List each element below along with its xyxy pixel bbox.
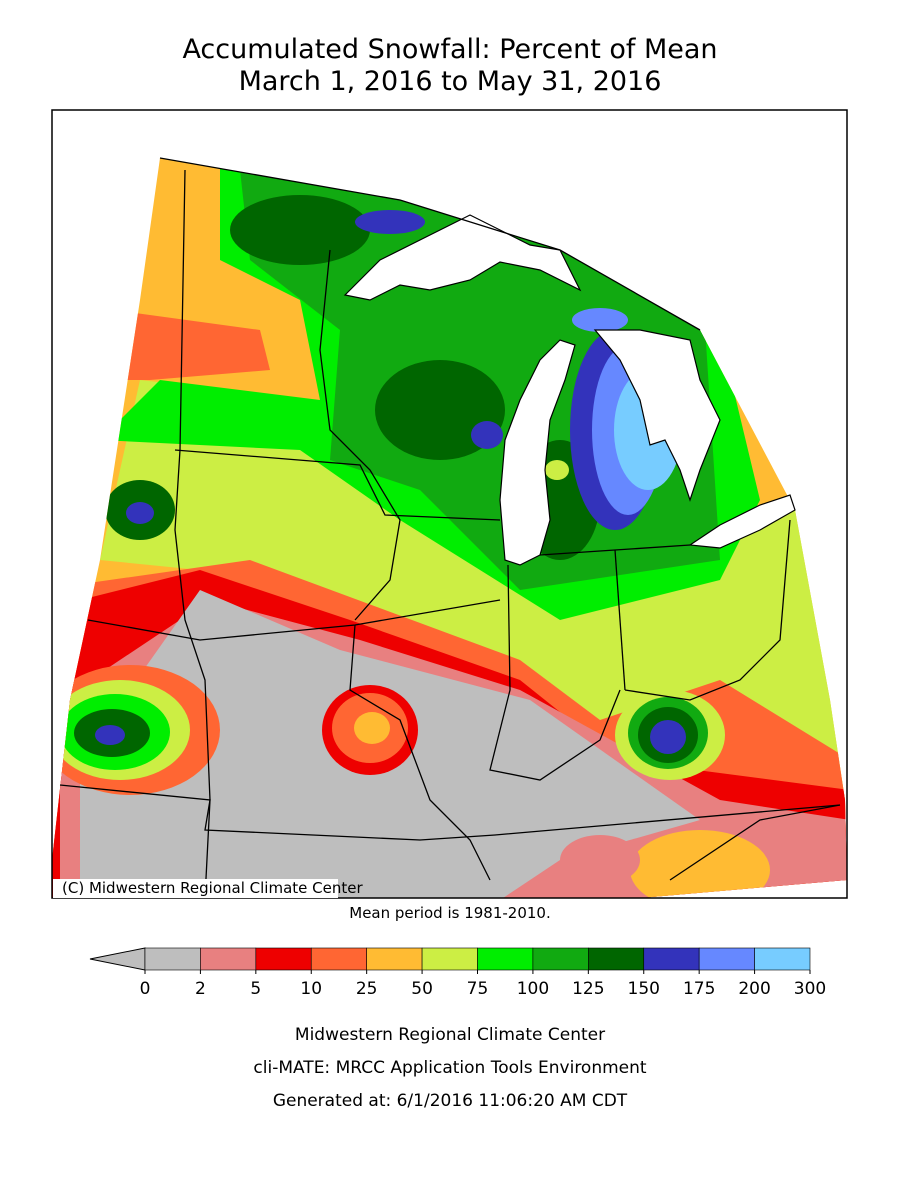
border	[539, 544, 691, 556]
legend-label: 5	[250, 979, 261, 999]
border	[669, 804, 841, 881]
legend-label: 0	[140, 979, 151, 999]
snow-zone	[471, 421, 503, 449]
title-line: Accumulated Snowfall: Percent of Mean	[182, 34, 717, 65]
legend: 0 2 5 10 25 50 75 100 125 150 175 200 300	[89, 947, 826, 999]
snow-zone	[354, 712, 390, 744]
footer-line: Midwestern Regional Climate Center	[295, 1025, 605, 1045]
legend-label: 125	[572, 979, 604, 999]
snow-zone	[650, 720, 686, 754]
lakes	[343, 214, 796, 566]
legend-box	[698, 947, 755, 971]
legend-box	[588, 947, 645, 971]
legend-label: 200	[738, 979, 770, 999]
snow-zone	[572, 308, 628, 332]
legend-arrow	[89, 947, 146, 971]
credit-box	[53, 879, 338, 898]
legend-box	[144, 947, 201, 971]
note: Mean period is 1981-2010.	[349, 904, 550, 922]
border	[624, 519, 791, 701]
legend-label: 175	[683, 979, 715, 999]
legend-box	[643, 947, 700, 971]
border	[159, 157, 701, 331]
legend-label: 10	[300, 979, 322, 999]
legend-box	[754, 947, 811, 971]
legend-box	[366, 947, 423, 971]
legend-label: 75	[467, 979, 489, 999]
border	[59, 784, 841, 841]
legend-label: 2	[195, 979, 206, 999]
snow-zone	[126, 502, 154, 524]
legend-box	[421, 947, 478, 971]
snow-zone	[230, 195, 370, 265]
border	[489, 564, 621, 781]
legend-box	[477, 947, 534, 971]
border	[319, 249, 401, 621]
snow-zone	[560, 835, 640, 885]
border	[174, 449, 501, 521]
snow-zone	[95, 725, 125, 745]
border	[349, 624, 491, 881]
map-fill	[52, 158, 847, 898]
legend-box	[310, 947, 367, 971]
legend-label: 25	[356, 979, 378, 999]
title-line: March 1, 2016 to May 31, 2016	[239, 66, 662, 97]
legend-box	[255, 947, 312, 971]
lake-huron	[593, 329, 721, 502]
footer-line: cli-MATE: MRCC Application Tools Environ…	[253, 1058, 646, 1078]
boundaries	[59, 157, 841, 899]
snow-zone	[355, 210, 425, 234]
footer-line: Generated at: 6/1/2016 11:06:20 AM CDT	[273, 1091, 628, 1111]
legend-box	[532, 947, 589, 971]
legend-label: 300	[794, 979, 826, 999]
border	[87, 599, 501, 641]
snow-zone	[545, 460, 569, 480]
lake-michigan	[499, 339, 576, 566]
map-frame	[51, 109, 848, 899]
border	[614, 549, 626, 691]
lake-superior	[343, 214, 582, 301]
legend-box	[200, 947, 257, 971]
credit: (C) Midwestern Regional Climate Center	[62, 879, 363, 897]
legend-label: 150	[628, 979, 660, 999]
legend-label: 50	[411, 979, 433, 999]
lake-erie	[688, 494, 796, 549]
legend-label: 100	[517, 979, 549, 999]
